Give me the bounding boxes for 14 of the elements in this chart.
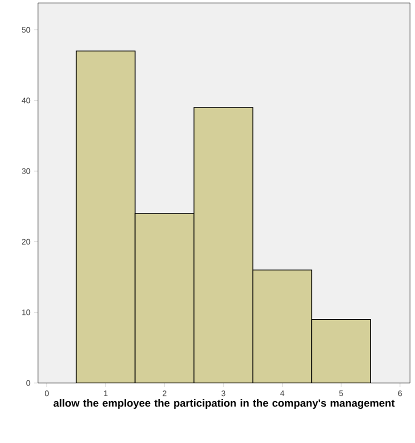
x-tick-label: 1 (104, 390, 108, 396)
y-tick-label: 40 (22, 98, 30, 104)
y-tick-label: 30 (22, 168, 30, 174)
x-tick-label: 3 (221, 390, 226, 396)
y-tick-label: 0 (26, 380, 30, 386)
y-tick-label: 50 (22, 27, 30, 33)
y-tick-label: 20 (22, 238, 30, 245)
y-tick-label: 10 (22, 310, 30, 316)
x-tick-label: 2 (162, 390, 166, 396)
x-tick-label: 5 (339, 390, 344, 396)
x-axis-title: allow the employee the participation in the company's management (54, 399, 395, 409)
x-tick-label: 0 (44, 390, 49, 396)
x-tick-label: 6 (398, 390, 402, 396)
x-tick-label: 4 (280, 390, 284, 396)
